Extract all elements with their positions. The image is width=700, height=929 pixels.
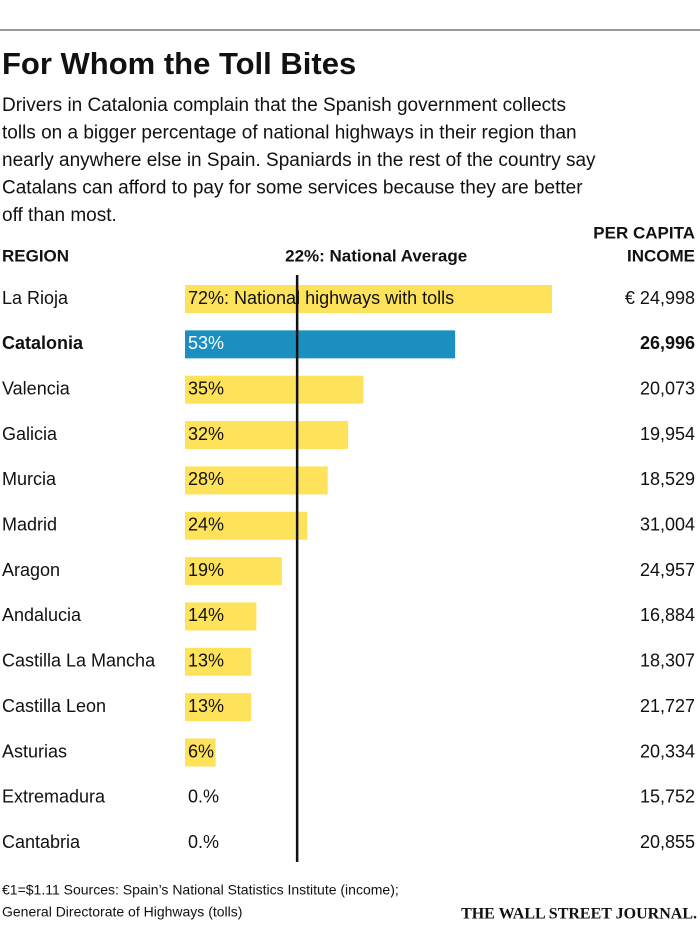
chart-title: For Whom the Toll Bites — [2, 46, 356, 81]
income-label: 20,334 — [640, 741, 695, 761]
value-label: 72%: National highways with tolls — [188, 288, 454, 308]
value-label: 14% — [188, 605, 224, 625]
income-label: 31,004 — [640, 515, 695, 535]
bar — [185, 330, 456, 359]
category-label: Murcia — [2, 469, 57, 489]
income-label: 20,855 — [640, 832, 695, 852]
category-label: Aragon — [2, 560, 60, 580]
source: THE WALL STREET JOURNAL. — [461, 906, 697, 923]
income-label: 19,954 — [640, 424, 695, 444]
value-label: 28% — [188, 469, 224, 489]
bar — [185, 511, 308, 540]
category-label: Valencia — [2, 378, 71, 398]
category-label: Extremadura — [2, 787, 106, 807]
bar — [185, 421, 349, 450]
value-label: 53% — [188, 333, 224, 353]
income-header: PER CAPITA — [593, 223, 695, 242]
income-label: € 24,998 — [625, 288, 695, 308]
value-label: 6% — [188, 741, 214, 761]
value-label: 0.% — [188, 832, 219, 852]
category-label: Catalonia — [2, 333, 84, 353]
subtitle: Catalans can afford to pay for some serv… — [2, 178, 583, 199]
category-label: Madrid — [2, 515, 57, 535]
category-label: Galicia — [2, 424, 58, 444]
bar — [185, 375, 364, 404]
reference-label: 22%: National Average — [285, 246, 467, 265]
category-label: La Rioja — [2, 288, 69, 308]
bar — [185, 602, 257, 631]
income-label: 26,996 — [640, 333, 695, 353]
bar — [185, 693, 252, 722]
bar — [185, 647, 252, 676]
value-label: 13% — [188, 696, 224, 716]
category-label: Castilla Leon — [2, 696, 106, 716]
income-label: 16,884 — [640, 605, 695, 625]
value-label: 0.% — [188, 787, 219, 807]
value-label: 32% — [188, 424, 224, 444]
category-header: REGION — [2, 246, 69, 265]
category-label: Castilla La Mancha — [2, 651, 156, 671]
income-label: 18,529 — [640, 469, 695, 489]
income-label: 21,727 — [640, 696, 695, 716]
value-label: 19% — [188, 560, 224, 580]
subtitle: off than most. — [2, 205, 117, 226]
value-label: 13% — [188, 651, 224, 671]
bar — [185, 285, 552, 313]
category-label: Andalucia — [2, 605, 82, 625]
category-label: Asturias — [2, 741, 67, 761]
footnote: €1=$1.11 Sources: Spain’s National Stati… — [2, 882, 399, 898]
bar — [185, 738, 216, 767]
subtitle: tolls on a bigger percentage of national… — [2, 123, 577, 144]
subtitle: Drivers in Catalonia complain that the S… — [2, 95, 566, 116]
footnote: General Directorate of Highways (tolls) — [2, 904, 242, 920]
income-label: 20,073 — [640, 378, 695, 398]
subtitle: nearly anywhere else in Spain. Spaniards… — [2, 150, 596, 171]
income-header: INCOME — [627, 246, 695, 265]
category-label: Cantabria — [2, 832, 81, 852]
bar — [185, 557, 282, 586]
income-label: 18,307 — [640, 651, 695, 671]
income-label: 15,752 — [640, 787, 695, 807]
bar — [185, 466, 328, 495]
value-label: 35% — [188, 378, 224, 398]
value-label: 24% — [188, 515, 224, 535]
income-label: 24,957 — [640, 560, 695, 580]
